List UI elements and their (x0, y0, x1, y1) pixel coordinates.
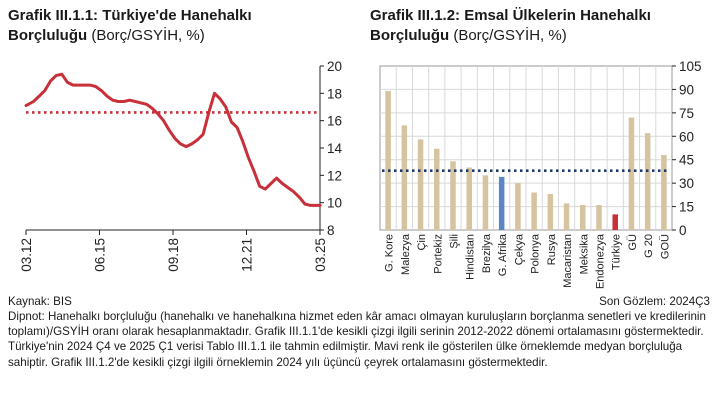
bar-go- (661, 155, 667, 230)
x-tick-label: 03.12 (19, 238, 34, 272)
x-category-label: Çin (416, 234, 428, 251)
y-tick-label: 60 (679, 129, 694, 144)
bar-endonezya (596, 205, 602, 230)
x-category-label: GOÜ (659, 234, 671, 259)
chart2-subtitle: (Borç/GSYİH, %) (453, 27, 567, 44)
chart2-title-line2: Borçluluğu (370, 27, 450, 44)
chart1-subtitle: (Borç/GSYİH, %) (91, 27, 205, 44)
bar--ekya (515, 183, 521, 230)
x-category-label: G 20 (643, 234, 655, 258)
chart1-title: Grafik III.1.1: Türkiye'de Hanehalkı Bor… (8, 6, 348, 46)
bar-t-rkiye (612, 214, 618, 230)
source-note: Kaynak: BIS (8, 295, 72, 308)
chart2-title-line1: Grafik III.1.2: Emsal Ülkelerin Hanehalk… (370, 7, 651, 24)
turkey-household-debt-line-chart: 8 10 12 14 16 18 20 03.12 06.15 09.18 12.21 03.25 (19, 59, 343, 272)
x-category-label: Portekiz (432, 234, 444, 274)
peer-countries-household-debt-bar-chart: 0 15 30 45 60 75 90 105 G. Kore Malezya Çin Porteki… (379, 59, 702, 289)
x-category-label: Çekya (513, 233, 525, 265)
y-tick-label: 20 (327, 59, 342, 74)
x-category-label: G. Afrika (497, 233, 509, 276)
y-tick-label: 14 (327, 141, 343, 156)
x-category-label: Meksika (578, 233, 590, 274)
bar-portekiz (434, 148, 440, 230)
y-tick-label: 30 (679, 176, 694, 191)
bar-brezilya (482, 175, 489, 230)
x-tick-label: 09.18 (166, 238, 181, 272)
y-tick-label: 15 (679, 200, 694, 215)
household-debt-series-line (24, 72, 322, 207)
bar-hindistan (466, 167, 472, 230)
footnote: Dipnot: Hanehalkı borçluluğu (hanehalkı … (8, 310, 706, 369)
y-tick-label: 12 (327, 168, 342, 183)
x-category-label: Hindistan (465, 234, 477, 280)
chart1-title-line1: Grafik III.1.1: Türkiye'de Hanehalkı (8, 7, 252, 24)
x-category-label: Endonezya (595, 233, 607, 289)
chart2-title: Grafik III.1.2: Emsal Ülkelerin Hanehalk… (370, 6, 720, 46)
x-category-label: G. Kore (384, 234, 396, 272)
y-tick-label: 16 (327, 114, 342, 129)
y-tick-label: 75 (679, 106, 694, 121)
x-category-label: Şili (449, 234, 461, 249)
y-tick-label: 8 (327, 223, 335, 238)
bar-malezya (401, 125, 408, 230)
last-observation-note: Son Gözlem: 2024Ç3 (599, 295, 710, 308)
chart1-title-line2: Borçluluğu (8, 27, 88, 44)
y-tick-label: 90 (679, 82, 694, 97)
bar-polonya (531, 192, 537, 230)
x-category-label: Türkiye (611, 234, 623, 270)
bar-macaristan (563, 203, 570, 230)
x-category-label: Malezya (400, 233, 412, 275)
y-tick-label: 105 (679, 59, 702, 74)
bar-g-20 (644, 133, 651, 230)
x-tick-label: 12.21 (240, 238, 255, 272)
bar-g-kore (385, 90, 391, 230)
x-category-label: GÜ (627, 234, 639, 251)
bar--in (417, 139, 424, 230)
bar-g- (628, 117, 635, 230)
bar--ili (450, 161, 456, 230)
x-tick-label: 03.25 (313, 238, 328, 272)
bar-g-afrika (498, 176, 505, 230)
x-category-label: Brezilya (481, 233, 493, 273)
x-category-label: Polonya (530, 233, 542, 274)
x-category-label: Rusya (546, 233, 558, 265)
bar-rusya (547, 194, 554, 230)
y-tick-label: 10 (327, 196, 342, 211)
y-tick-label: 0 (679, 223, 687, 238)
x-category-label: Macaristan (562, 234, 574, 288)
bar-meksika (580, 205, 586, 230)
y-tick-label: 45 (679, 153, 694, 168)
y-tick-label: 18 (327, 86, 342, 101)
x-tick-label: 06.15 (93, 238, 108, 272)
